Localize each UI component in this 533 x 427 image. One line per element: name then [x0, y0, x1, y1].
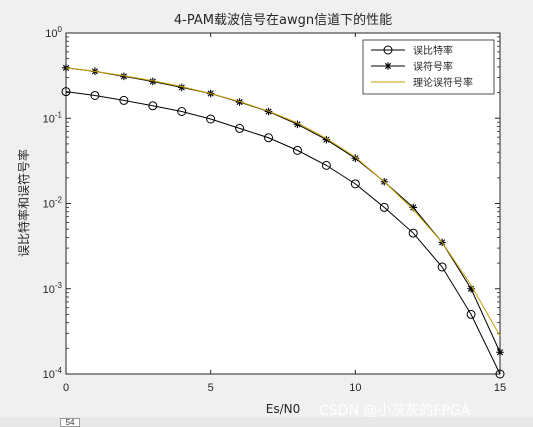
- series-1-point: [293, 120, 302, 129]
- series-1-point: [351, 154, 360, 162]
- y-tick-label: 10-1: [43, 110, 63, 125]
- series-0-point: [148, 101, 158, 111]
- series-0-point: [119, 95, 129, 105]
- series-1-point: [322, 135, 331, 144]
- y-tick-label: 10-4: [43, 366, 63, 381]
- series-0-point: [177, 106, 187, 116]
- y-tick-label: 10-3: [43, 281, 63, 296]
- series-0-point: [379, 202, 389, 212]
- y-axis-label: 误比特率和误符号率: [16, 149, 31, 257]
- y-axis-ticks: 100 10-1 10-2 10-3 10-4: [43, 25, 500, 381]
- x-axis-label: Es/N0: [266, 402, 301, 416]
- x-tick-label: 5: [208, 382, 214, 394]
- legend-marker-0: [383, 45, 393, 55]
- y-tick-label: 10-2: [43, 196, 63, 211]
- series-1-point: [409, 203, 417, 212]
- x-axis-ticks: 0 5 10 15: [63, 33, 506, 394]
- x-tick-label: 15: [494, 382, 506, 394]
- series-0-point: [61, 87, 71, 97]
- series-0-point: [466, 309, 476, 319]
- y-tick-label: 100: [45, 25, 62, 40]
- series-1-point: [120, 72, 128, 81]
- legend-label-2: 理论误符号率: [413, 76, 473, 89]
- series-0-point: [264, 133, 274, 143]
- series-layer: [61, 64, 505, 379]
- series-1-point: [467, 284, 475, 293]
- series-0-point: [437, 262, 447, 272]
- series-1-point: [496, 348, 504, 357]
- series-0-point: [90, 90, 100, 100]
- watermark: CSDN @小灰灰的FPGA: [319, 403, 471, 419]
- series-1-line: [65, 67, 501, 353]
- series-2-line: [65, 67, 501, 337]
- chart-title: 4-PAM载波信号在awgn信道下的性能: [174, 12, 392, 28]
- series-0-point: [292, 145, 302, 155]
- legend-marker-1: [384, 62, 392, 70]
- x-tick-label: 0: [63, 382, 69, 394]
- series-0-point: [408, 228, 418, 238]
- series-1-point: [149, 77, 157, 86]
- bottom-tab[interactable]: 54: [60, 418, 80, 427]
- x-tick-label: 10: [349, 382, 361, 394]
- bottom-strip: [0, 417, 533, 427]
- series-0-point: [350, 179, 360, 189]
- legend-label-0: 误比特率: [413, 44, 453, 57]
- series-0-point: [206, 114, 216, 124]
- series-0-point: [235, 123, 245, 133]
- series-1-point: [177, 83, 186, 92]
- legend-box: [362, 39, 495, 95]
- legend-label-1: 误符号率: [413, 60, 453, 73]
- series-0-point: [321, 160, 331, 170]
- series-0-point: [495, 369, 505, 379]
- series-0-line: [65, 91, 501, 375]
